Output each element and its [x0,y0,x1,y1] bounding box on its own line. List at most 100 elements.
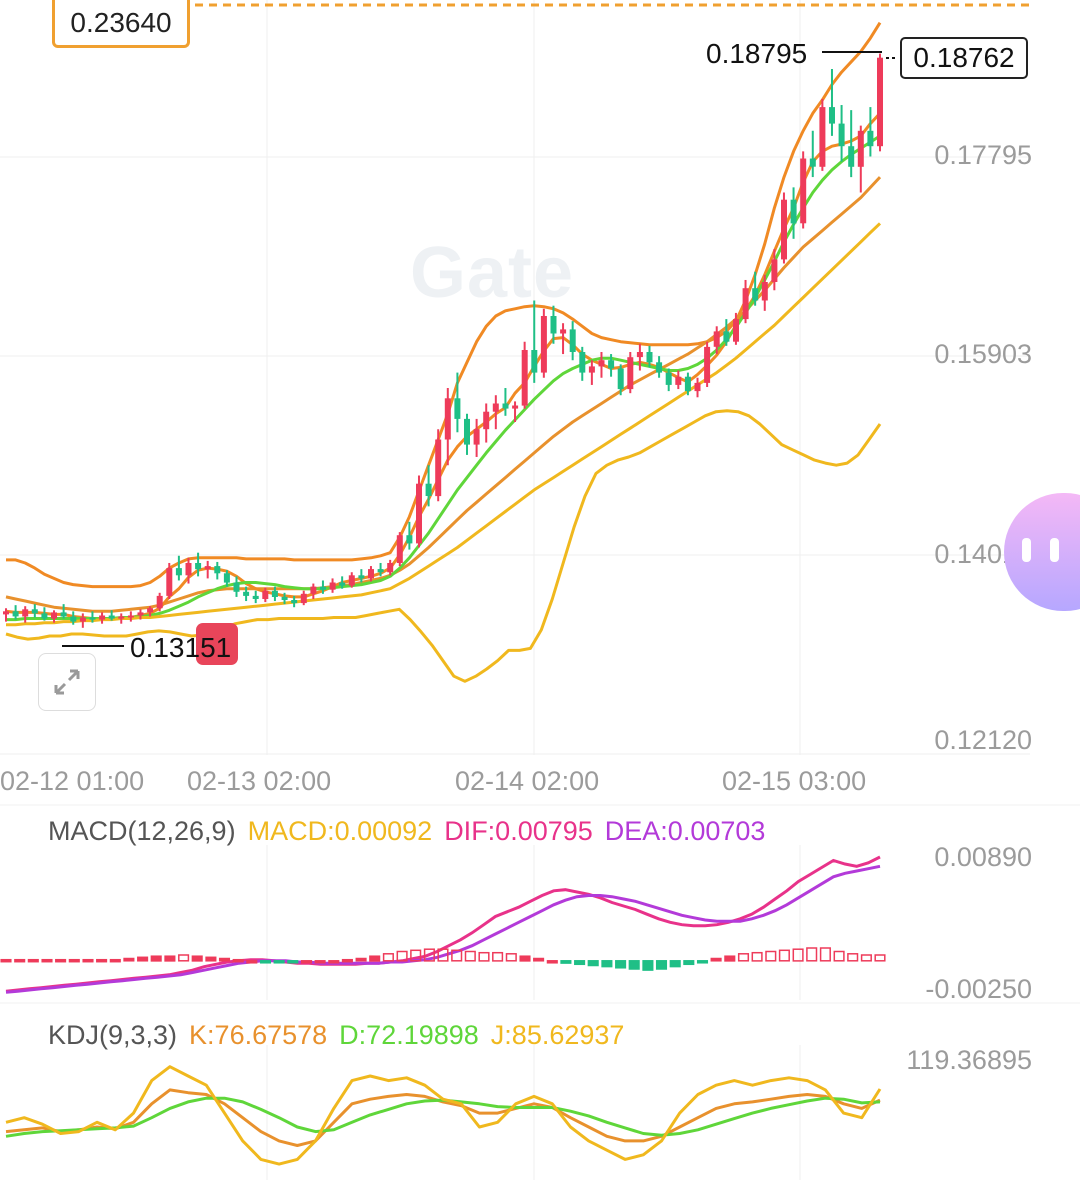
macd-bar [150,955,162,962]
candle-body [492,403,499,412]
candle-body [368,569,374,579]
macd-bar [273,960,285,964]
macd-bar [519,955,531,962]
candle-body [387,563,394,573]
macd-bar [218,957,231,962]
macd-line-dif [5,855,881,993]
candle-body [771,259,778,282]
kdj-name: KDJ(9,3,3) [48,1020,178,1050]
candle-body [742,288,749,320]
macd-bar [574,960,586,966]
macd-bar [683,960,695,966]
candle-body [838,123,845,147]
candle-body [310,586,317,594]
candle-body [300,593,307,604]
candle-body [89,617,96,620]
macd-bar [737,953,750,962]
macd-bar [82,958,94,963]
macd-bar [55,958,67,963]
macd-bar [205,956,217,962]
macd-bar [669,960,681,968]
macd-bar [792,948,804,962]
macd-bar [464,950,476,962]
candle-body [281,596,288,600]
last-price-box: 0.18762 [900,37,1028,79]
candle-body [521,350,528,406]
signal-marker[interactable] [196,623,238,665]
macd-bar [369,955,381,962]
candle-body [627,357,634,390]
candle-body [752,288,759,301]
candle-body [396,535,403,563]
candle-body [79,617,86,622]
candle-body [512,405,519,409]
price-axis-label: 0.15903 [934,339,1032,369]
candle-body [819,107,826,167]
macd-bar [27,958,39,963]
candle-body [531,350,538,373]
dea-value: DEA:0.00703 [604,816,766,846]
candle-body [636,352,643,358]
candle-body [704,346,711,383]
candle-body [118,616,125,619]
macd-bar [642,960,654,971]
candle-body [694,382,701,392]
macd-bar [819,947,831,962]
macd-name: MACD(12,26,9) [48,816,236,846]
candle-body [435,439,442,497]
top-price-box: 0.23640 [52,0,190,48]
candle-body [809,158,816,167]
candle-body [473,429,480,445]
candle-body [790,199,797,224]
candle-body [147,608,154,613]
candle-body [262,590,269,599]
macd-axis-top: 0.00890 [934,842,1032,872]
candle-body [857,130,864,167]
candle-body [31,609,38,614]
candle-body [569,329,576,352]
macd-bar [615,960,627,969]
candle-body [51,612,57,619]
candle-body [377,569,384,573]
candle-body [348,575,355,586]
high-price-label: 0.18795 [706,38,808,69]
candle-body [41,613,48,619]
candle-body [464,418,470,445]
macd-bar [601,960,613,968]
macd-bar [847,953,859,962]
candle-body [656,362,663,373]
pause-bubble-icon [1050,538,1059,562]
macd-bar [778,949,790,962]
expand-button[interactable] [38,653,96,711]
macd-bar [628,960,640,970]
candle-body [329,582,336,590]
macd-bar [109,958,121,963]
candle-body [665,372,672,385]
macd-bar [478,951,490,962]
macd-bar [328,960,340,964]
candle-body [137,612,144,616]
candle-body [185,563,192,576]
d-value: D:72.19898 [339,1020,479,1050]
macd-bar [874,954,886,962]
candle-body [483,411,490,430]
macd-bar [0,958,12,963]
candle-body [588,366,595,373]
candle-body [175,568,182,576]
macd-bar [41,958,53,963]
price-axis-label: 0.17795 [934,140,1032,170]
candle-body [214,566,221,574]
expand-arrows-icon [54,669,80,695]
macd-bar [437,948,449,962]
candle-body [781,199,787,260]
ma-line-ma10 [6,134,881,622]
macd-bar [232,958,244,963]
ma-line-ma30 [6,222,882,627]
ma-line-boll-dn [5,409,882,683]
macd-bar [860,954,872,962]
macd-bar [123,957,135,962]
k-value: K:76.67578 [189,1020,328,1050]
low-price-label: 0.13151 [130,632,232,663]
macd-axis-bottom: -0.00250 [925,974,1032,1004]
